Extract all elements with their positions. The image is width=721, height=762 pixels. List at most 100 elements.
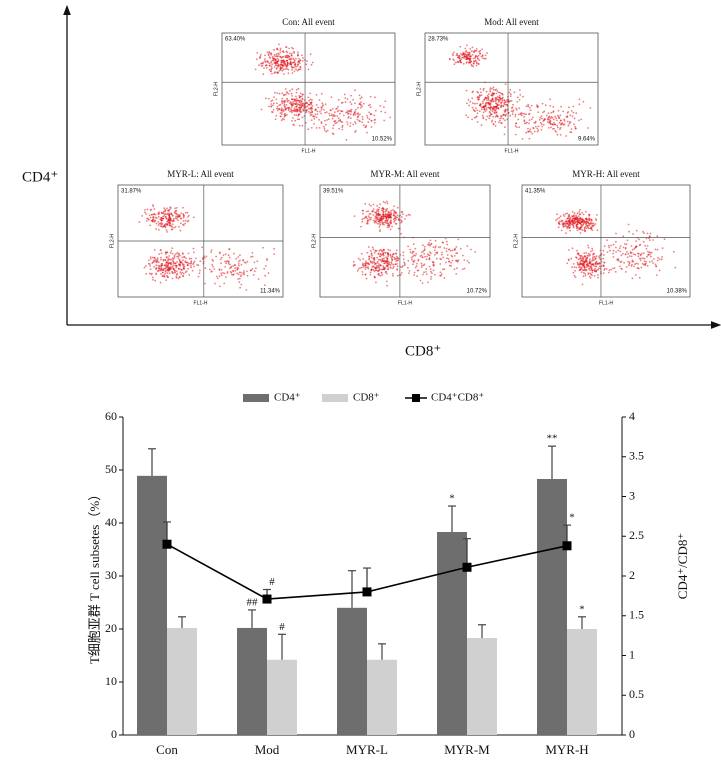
event-dot (161, 265, 163, 267)
event-dot (582, 269, 584, 271)
event-dot (317, 107, 319, 109)
event-dot (166, 208, 168, 210)
event-dot (566, 226, 568, 228)
event-dot (383, 208, 385, 210)
event-dot (359, 113, 361, 115)
event-dot (190, 267, 192, 269)
event-dot (321, 93, 323, 95)
event-dot (186, 271, 188, 273)
event-dot (362, 118, 364, 120)
event-dot (429, 240, 431, 242)
event-dot (657, 260, 659, 262)
event-dot (183, 217, 185, 219)
event-dot (255, 69, 257, 71)
event-dot (337, 106, 339, 108)
event-dot (150, 268, 152, 270)
event-dot (580, 258, 582, 260)
event-dot (413, 274, 415, 276)
event-dot (470, 249, 472, 251)
panel-frame (222, 33, 395, 145)
event-dot (308, 111, 310, 113)
event-dot (270, 100, 272, 102)
event-dot (181, 257, 183, 259)
event-dot (152, 279, 154, 281)
event-dot (373, 248, 375, 250)
event-dot (591, 248, 593, 250)
event-dot (375, 268, 377, 270)
event-dot (587, 273, 589, 275)
event-dot (317, 113, 319, 115)
event-dot (673, 251, 675, 253)
event-dot (229, 257, 231, 259)
event-dot (338, 120, 340, 122)
event-dot (569, 218, 571, 220)
event-dot (359, 267, 361, 269)
event-dot (584, 266, 586, 268)
event-dot (342, 125, 344, 127)
event-dot (532, 117, 534, 119)
event-dot (497, 107, 499, 109)
event-dot (425, 268, 427, 270)
event-dot (286, 68, 288, 70)
event-dot (173, 257, 175, 259)
event-dot (643, 232, 645, 234)
event-dot (387, 203, 389, 205)
event-dot (379, 203, 381, 205)
event-dot (627, 261, 629, 263)
event-dot (281, 98, 283, 100)
event-dot (172, 267, 174, 269)
event-dot (314, 116, 316, 118)
event-dot (482, 54, 484, 56)
event-dot (378, 263, 380, 265)
event-dot (591, 260, 593, 262)
event-dot (298, 95, 300, 97)
event-dot (595, 219, 597, 221)
event-dot (568, 216, 570, 218)
event-dot (273, 248, 275, 250)
event-dot (423, 253, 425, 255)
event-dot (612, 253, 614, 255)
event-dot (159, 223, 161, 225)
event-dot (361, 218, 363, 220)
event-dot (324, 127, 326, 129)
event-dot (644, 260, 646, 262)
event-dot (467, 117, 469, 119)
event-dot (391, 210, 393, 212)
event-dot (476, 48, 478, 50)
event-dot (408, 272, 410, 274)
event-dot (523, 116, 525, 118)
event-dot (499, 97, 501, 99)
event-dot (380, 275, 382, 277)
event-dot (201, 246, 203, 248)
event-dot (542, 103, 544, 105)
event-dot (236, 273, 238, 275)
event-dot (354, 215, 356, 217)
event-dot (497, 90, 499, 92)
event-dot (275, 115, 277, 117)
event-dot (377, 273, 379, 275)
event-dot (407, 246, 409, 248)
event-dot (381, 208, 383, 210)
event-dot (424, 248, 426, 250)
event-dot (571, 110, 573, 112)
event-dot (282, 67, 284, 69)
event-dot (256, 52, 258, 54)
event-dot (259, 57, 261, 59)
y2-axis-label: CD4⁺/CD8⁺ (675, 533, 690, 599)
event-dot (579, 209, 581, 211)
event-dot (465, 114, 467, 116)
event-dot (173, 220, 175, 222)
event-dot (295, 66, 297, 68)
event-dot (469, 48, 471, 50)
event-dot (365, 268, 367, 270)
event-dot (395, 253, 397, 255)
event-dot (481, 108, 483, 110)
event-dot (295, 103, 297, 105)
event-dot (398, 228, 400, 230)
event-dot (229, 264, 231, 266)
event-dot (166, 275, 168, 277)
channel-label: FL1-H (194, 300, 208, 306)
event-dot (169, 214, 171, 216)
event-dot (277, 58, 279, 60)
event-dot (586, 266, 588, 268)
